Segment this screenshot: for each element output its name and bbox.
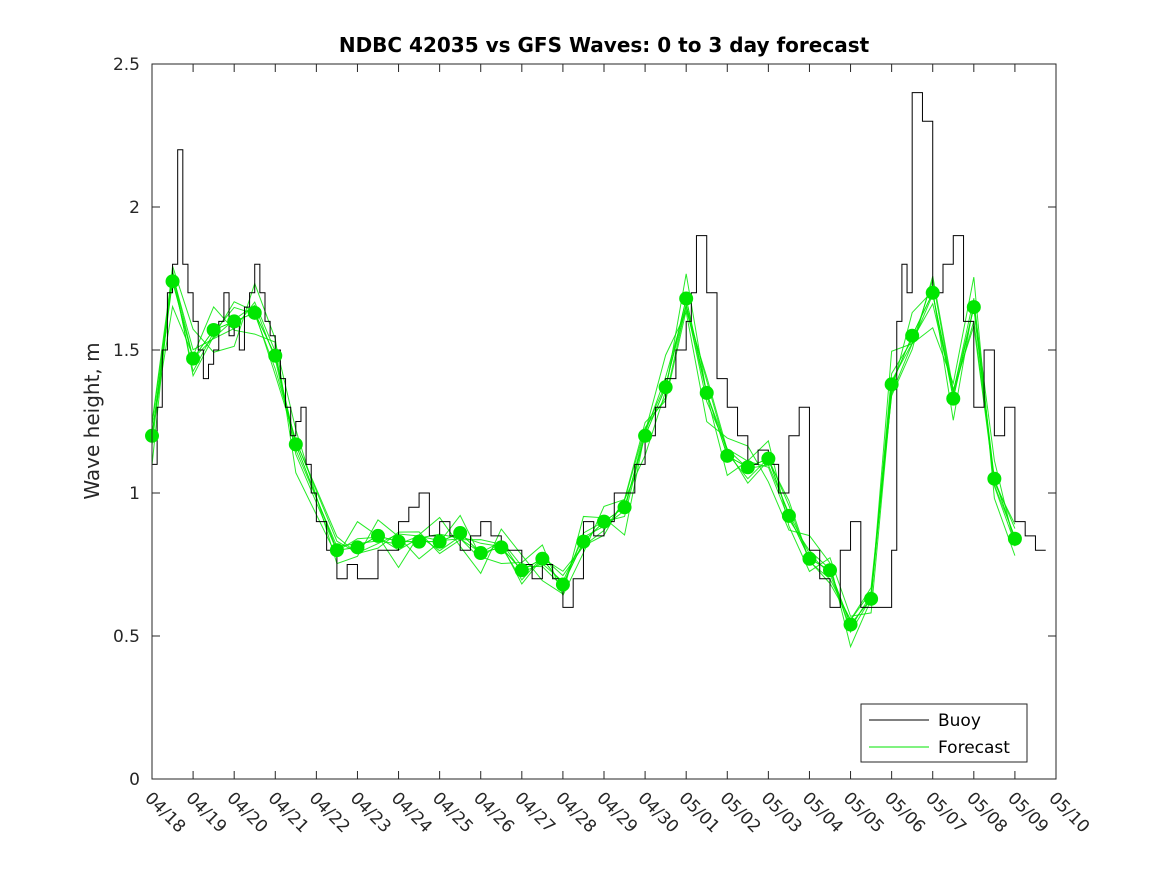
x-tick-label: 05/04: [798, 788, 847, 837]
y-tick-label: 2: [129, 198, 140, 218]
x-tick-label: 05/08: [962, 788, 1011, 837]
x-tick-label: 04/24: [387, 788, 436, 837]
forecast-point: [268, 348, 283, 363]
forecast-point: [597, 514, 611, 529]
legend-buoy-label: Buoy: [938, 711, 981, 731]
forecast-point: [946, 391, 961, 406]
forecast-point: [925, 285, 940, 300]
forecast-point: [658, 380, 673, 395]
x-tick-label: 05/07: [921, 788, 970, 837]
x-tick-label: 04/18: [140, 788, 189, 837]
x-tick-label: 04/20: [223, 788, 272, 837]
x-tick-label: 05/05: [839, 788, 888, 837]
forecast-point: [371, 528, 385, 543]
forecast-point: [720, 448, 735, 463]
forecast-point: [514, 563, 529, 578]
legend-forecast-label: Forecast: [938, 738, 1010, 758]
forecast-point: [679, 291, 694, 306]
forecast-point: [843, 617, 858, 632]
forecast-point: [473, 546, 488, 561]
x-tick-label: 04/23: [346, 788, 395, 837]
y-axis: 0 0.5 1 1.5 2 2.5: [113, 55, 1056, 790]
forecast-point: [699, 385, 714, 400]
x-tick-label: 04/29: [592, 788, 641, 837]
forecast-run-lines: [151, 265, 1016, 649]
forecast-point: [329, 543, 344, 558]
x-tick-label: 05/02: [716, 788, 765, 837]
x-tick-label: 04/21: [264, 788, 313, 837]
forecast-series-markers: [145, 274, 1022, 632]
forecast-point: [247, 305, 262, 320]
forecast-point: [802, 551, 817, 566]
forecast-point: [206, 322, 221, 337]
forecast-point: [350, 540, 365, 555]
x-tick-label: 04/27: [510, 788, 559, 837]
y-tick-label: 0: [129, 770, 140, 790]
forecast-point: [781, 508, 796, 523]
y-tick-label: 1: [129, 484, 140, 504]
forecast-point: [288, 437, 303, 452]
legend: Buoy Forecast: [860, 703, 1028, 763]
forecast-point: [535, 551, 550, 566]
forecast-point: [864, 591, 879, 606]
forecast-point: [884, 377, 899, 392]
x-tick-label: 04/30: [634, 788, 683, 837]
x-tick-label: 05/06: [880, 788, 929, 837]
x-tick-label: 05/03: [757, 788, 806, 837]
forecast-point: [391, 534, 406, 549]
forecast-point: [227, 314, 242, 329]
legend-box: [860, 703, 1028, 763]
forecast-point: [823, 563, 837, 578]
forecast-point: [966, 300, 981, 315]
forecast-point: [494, 540, 509, 555]
forecast-point: [432, 534, 447, 549]
x-tick-label: 04/26: [469, 788, 518, 837]
forecast-point: [453, 526, 468, 541]
y-tick-label: 1.5: [113, 341, 140, 361]
x-tick-label: 04/28: [551, 788, 600, 837]
y-tick-label: 0.5: [113, 627, 140, 647]
buoy-series: [152, 92, 1046, 608]
x-tick-label: 05/10: [1044, 788, 1093, 837]
buoy-line: [152, 92, 1046, 608]
x-tick-label: 04/19: [182, 788, 231, 837]
y-tick-label: 2.5: [113, 55, 140, 75]
forecast-point: [165, 274, 180, 289]
x-tick-label: 05/09: [1003, 788, 1052, 837]
forecast-point: [638, 428, 653, 443]
x-tick-label: 05/01: [675, 788, 724, 837]
forecast-point: [576, 534, 591, 549]
forecast-point: [1007, 531, 1022, 546]
forecast-point: [905, 328, 920, 343]
forecast-point: [987, 471, 1002, 486]
forecast-point: [617, 500, 632, 515]
y-axis-label: Wave height, m: [80, 342, 104, 499]
x-tick-label: 04/22: [305, 788, 354, 837]
x-tick-label: 04/25: [428, 788, 477, 837]
chart-title: NDBC 42035 vs GFS Waves: 0 to 3 day fore…: [339, 33, 870, 57]
forecast-point: [761, 451, 776, 466]
forecast-point: [412, 534, 427, 549]
forecast-point: [186, 351, 201, 366]
forecast-point: [740, 460, 755, 475]
forecast-point: [555, 577, 570, 592]
